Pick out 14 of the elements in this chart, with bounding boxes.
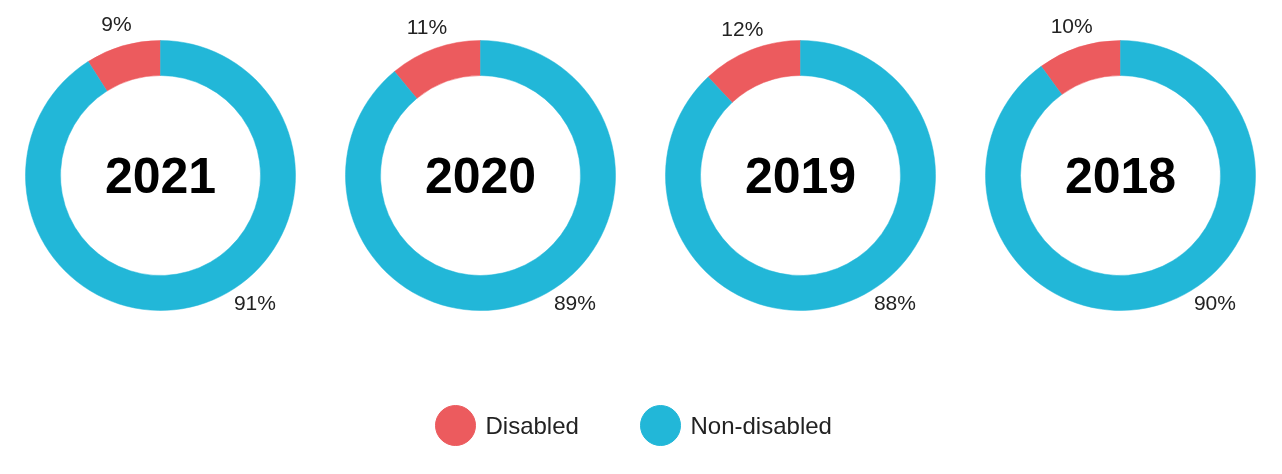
data-label: 88% [873, 290, 916, 314]
text: 2019 [744, 148, 857, 204]
legend-label: Non-disabled [690, 412, 832, 439]
data-label: 11% [406, 15, 448, 39]
text: 2018 [1064, 148, 1177, 204]
data-label: 89% [553, 290, 596, 314]
data-label: 10% [1050, 13, 1093, 37]
data-label: 91% [233, 290, 276, 314]
text: 2020 [424, 148, 537, 204]
data-label: 90% [1193, 290, 1236, 314]
data-label: 12% [721, 17, 764, 41]
text: 2021 [104, 148, 217, 204]
data-label: 9% [101, 12, 132, 36]
legend-label: Disabled [485, 412, 579, 439]
